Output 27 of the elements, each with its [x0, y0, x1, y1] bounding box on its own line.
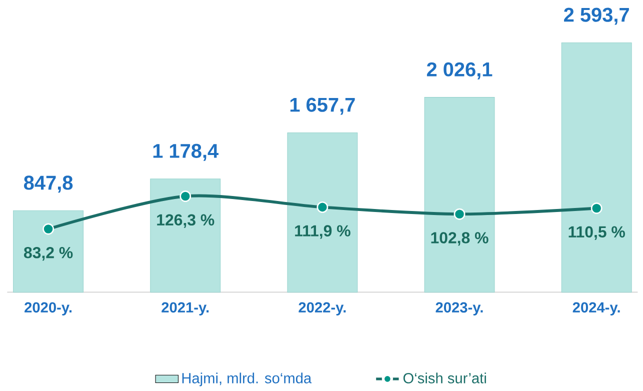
- data-label: 2 593,7: [564, 8, 629, 25]
- data-label: 2 026,1: [426, 62, 492, 80]
- data-label: 1 178,4: [153, 144, 218, 162]
- legend-label: O‘sish sur’ati: [403, 372, 486, 384]
- bar: [424, 97, 495, 293]
- x-tick-label: 2024-y.: [572, 302, 620, 316]
- point: [590, 202, 602, 214]
- x-tick-label: 2023-y.: [436, 302, 483, 316]
- point: [42, 224, 54, 235]
- point: [180, 190, 192, 202]
- x-tick-label: 2020-y.: [24, 302, 72, 316]
- data-label: 83,2 %: [24, 247, 73, 261]
- point: [454, 208, 466, 220]
- legend-label: Hajmi, mlrd. so‘mda: [182, 372, 312, 386]
- data-label: 102,8 %: [431, 232, 488, 246]
- bar: [150, 178, 221, 293]
- data-label: 110,5 %: [568, 226, 625, 240]
- data-label: 111,9 %: [295, 225, 350, 239]
- point: [316, 202, 328, 214]
- bar: [13, 210, 84, 293]
- data-label: 847,8: [24, 176, 73, 193]
- data-label: 1 657,7: [290, 98, 355, 116]
- x-tick-label: 2022-y.: [298, 302, 346, 316]
- bar: [287, 132, 358, 293]
- data-label: 126,3 %: [157, 214, 214, 228]
- bar: [561, 42, 632, 293]
- x-tick-label: 2021-y.: [162, 302, 209, 316]
